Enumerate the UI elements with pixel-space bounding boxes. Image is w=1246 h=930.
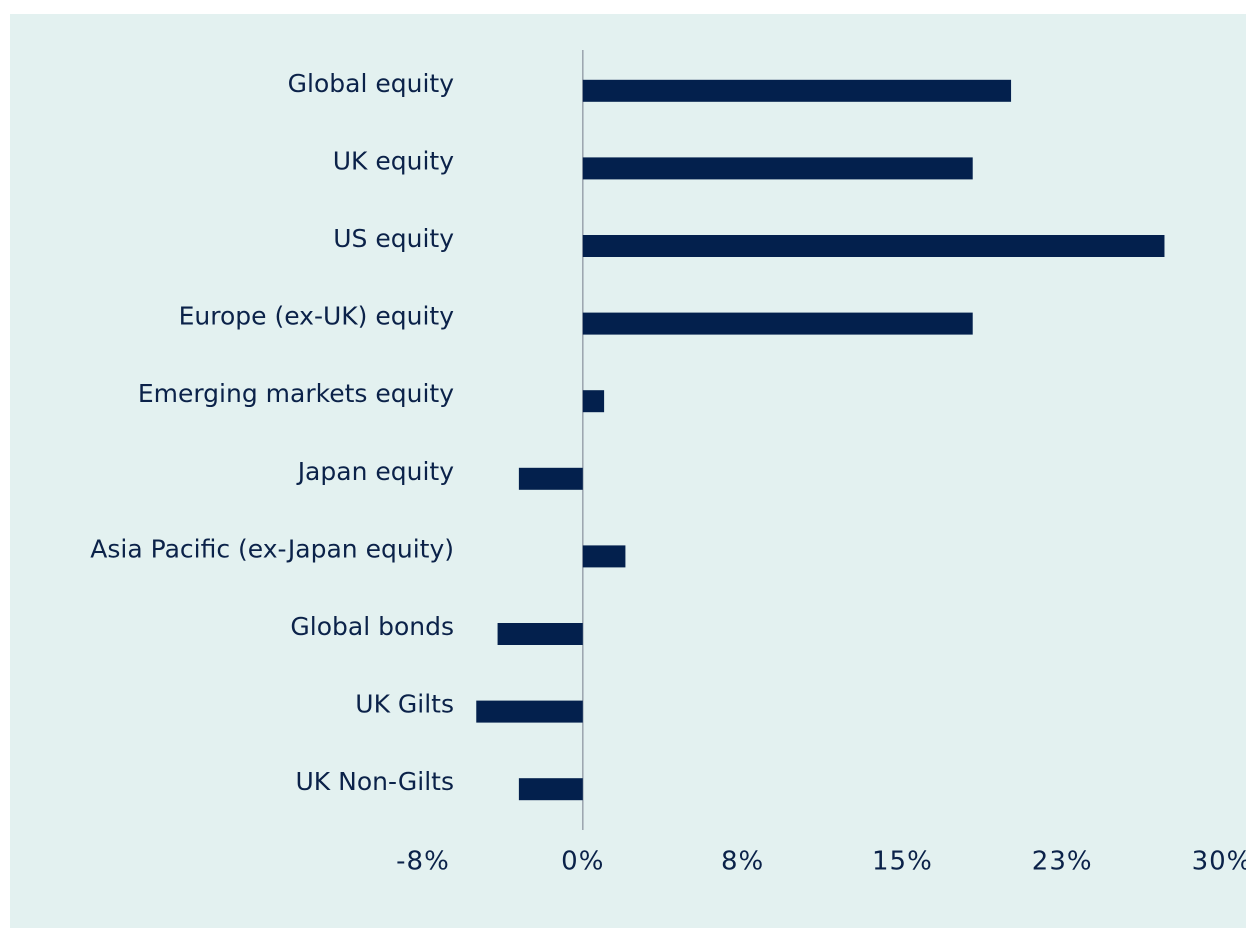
- bar: [582, 157, 973, 180]
- x-tick-label: 8%: [721, 847, 764, 877]
- bar: [582, 235, 1165, 257]
- x-tick-label: 0%: [561, 847, 604, 877]
- y-tick-label: Europe (ex-UK) equity: [179, 302, 455, 331]
- x-tick-label: 23%: [1032, 847, 1093, 877]
- bar: [582, 79, 1012, 102]
- y-tick-label: Asia Pacific (ex-Japan equity): [90, 534, 454, 563]
- y-tick-label: Emerging markets equity: [138, 379, 454, 408]
- x-tick-label: 15%: [872, 847, 933, 877]
- bar: [518, 467, 583, 490]
- y-tick-label: UK Non-Gilts: [295, 767, 454, 796]
- y-tick-label: Japan equity: [296, 457, 455, 486]
- bar: [582, 545, 626, 568]
- bar: [582, 390, 605, 413]
- y-tick-label: UK equity: [333, 146, 454, 175]
- chart-background: [10, 14, 1246, 928]
- bar: [518, 778, 583, 801]
- bar: [582, 312, 973, 335]
- y-tick-label: Global equity: [288, 69, 455, 98]
- x-tick-label: -8%: [396, 847, 450, 877]
- x-tick-label: 30%: [1192, 847, 1246, 877]
- y-tick-label: Global bonds: [290, 612, 454, 641]
- bar: [476, 700, 583, 723]
- y-tick-label: UK Gilts: [355, 690, 454, 719]
- y-tick-label: US equity: [333, 224, 454, 253]
- bar: [497, 623, 583, 645]
